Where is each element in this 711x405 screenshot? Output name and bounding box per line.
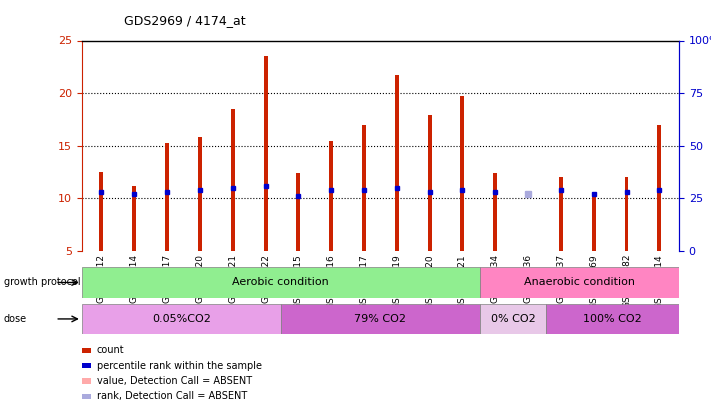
Bar <box>480 267 679 298</box>
Text: percentile rank within the sample: percentile rank within the sample <box>97 361 262 371</box>
Text: count: count <box>97 345 124 355</box>
Text: rank, Detection Call = ABSENT: rank, Detection Call = ABSENT <box>97 392 247 401</box>
Text: GDS2969 / 4174_at: GDS2969 / 4174_at <box>124 14 246 27</box>
Bar <box>100 172 103 251</box>
Bar <box>329 141 333 251</box>
Bar <box>132 186 137 251</box>
Bar <box>198 137 202 251</box>
Bar <box>658 125 661 251</box>
Bar <box>461 96 464 251</box>
Text: value, Detection Call = ABSENT: value, Detection Call = ABSENT <box>97 376 252 386</box>
Text: 0% CO2: 0% CO2 <box>491 314 535 324</box>
Text: growth protocol: growth protocol <box>4 277 80 287</box>
Bar <box>82 267 480 298</box>
Bar <box>264 56 267 251</box>
Bar <box>493 173 497 251</box>
Bar <box>546 304 679 334</box>
Bar <box>480 304 546 334</box>
Bar <box>427 115 432 251</box>
Text: 100% CO2: 100% CO2 <box>583 314 642 324</box>
Text: 0.05%CO2: 0.05%CO2 <box>152 314 210 324</box>
Bar <box>231 109 235 251</box>
Text: dose: dose <box>4 314 27 324</box>
Bar <box>592 196 596 251</box>
Bar <box>281 304 480 334</box>
Bar <box>296 173 300 251</box>
Text: Aerobic condition: Aerobic condition <box>232 277 329 288</box>
Bar <box>165 143 169 251</box>
Bar <box>82 304 281 334</box>
Bar <box>559 177 563 251</box>
Text: 79% CO2: 79% CO2 <box>354 314 407 324</box>
Text: Anaerobic condition: Anaerobic condition <box>524 277 635 288</box>
Bar <box>526 251 530 302</box>
Bar <box>395 75 399 251</box>
Bar <box>362 125 366 251</box>
Bar <box>624 177 629 251</box>
